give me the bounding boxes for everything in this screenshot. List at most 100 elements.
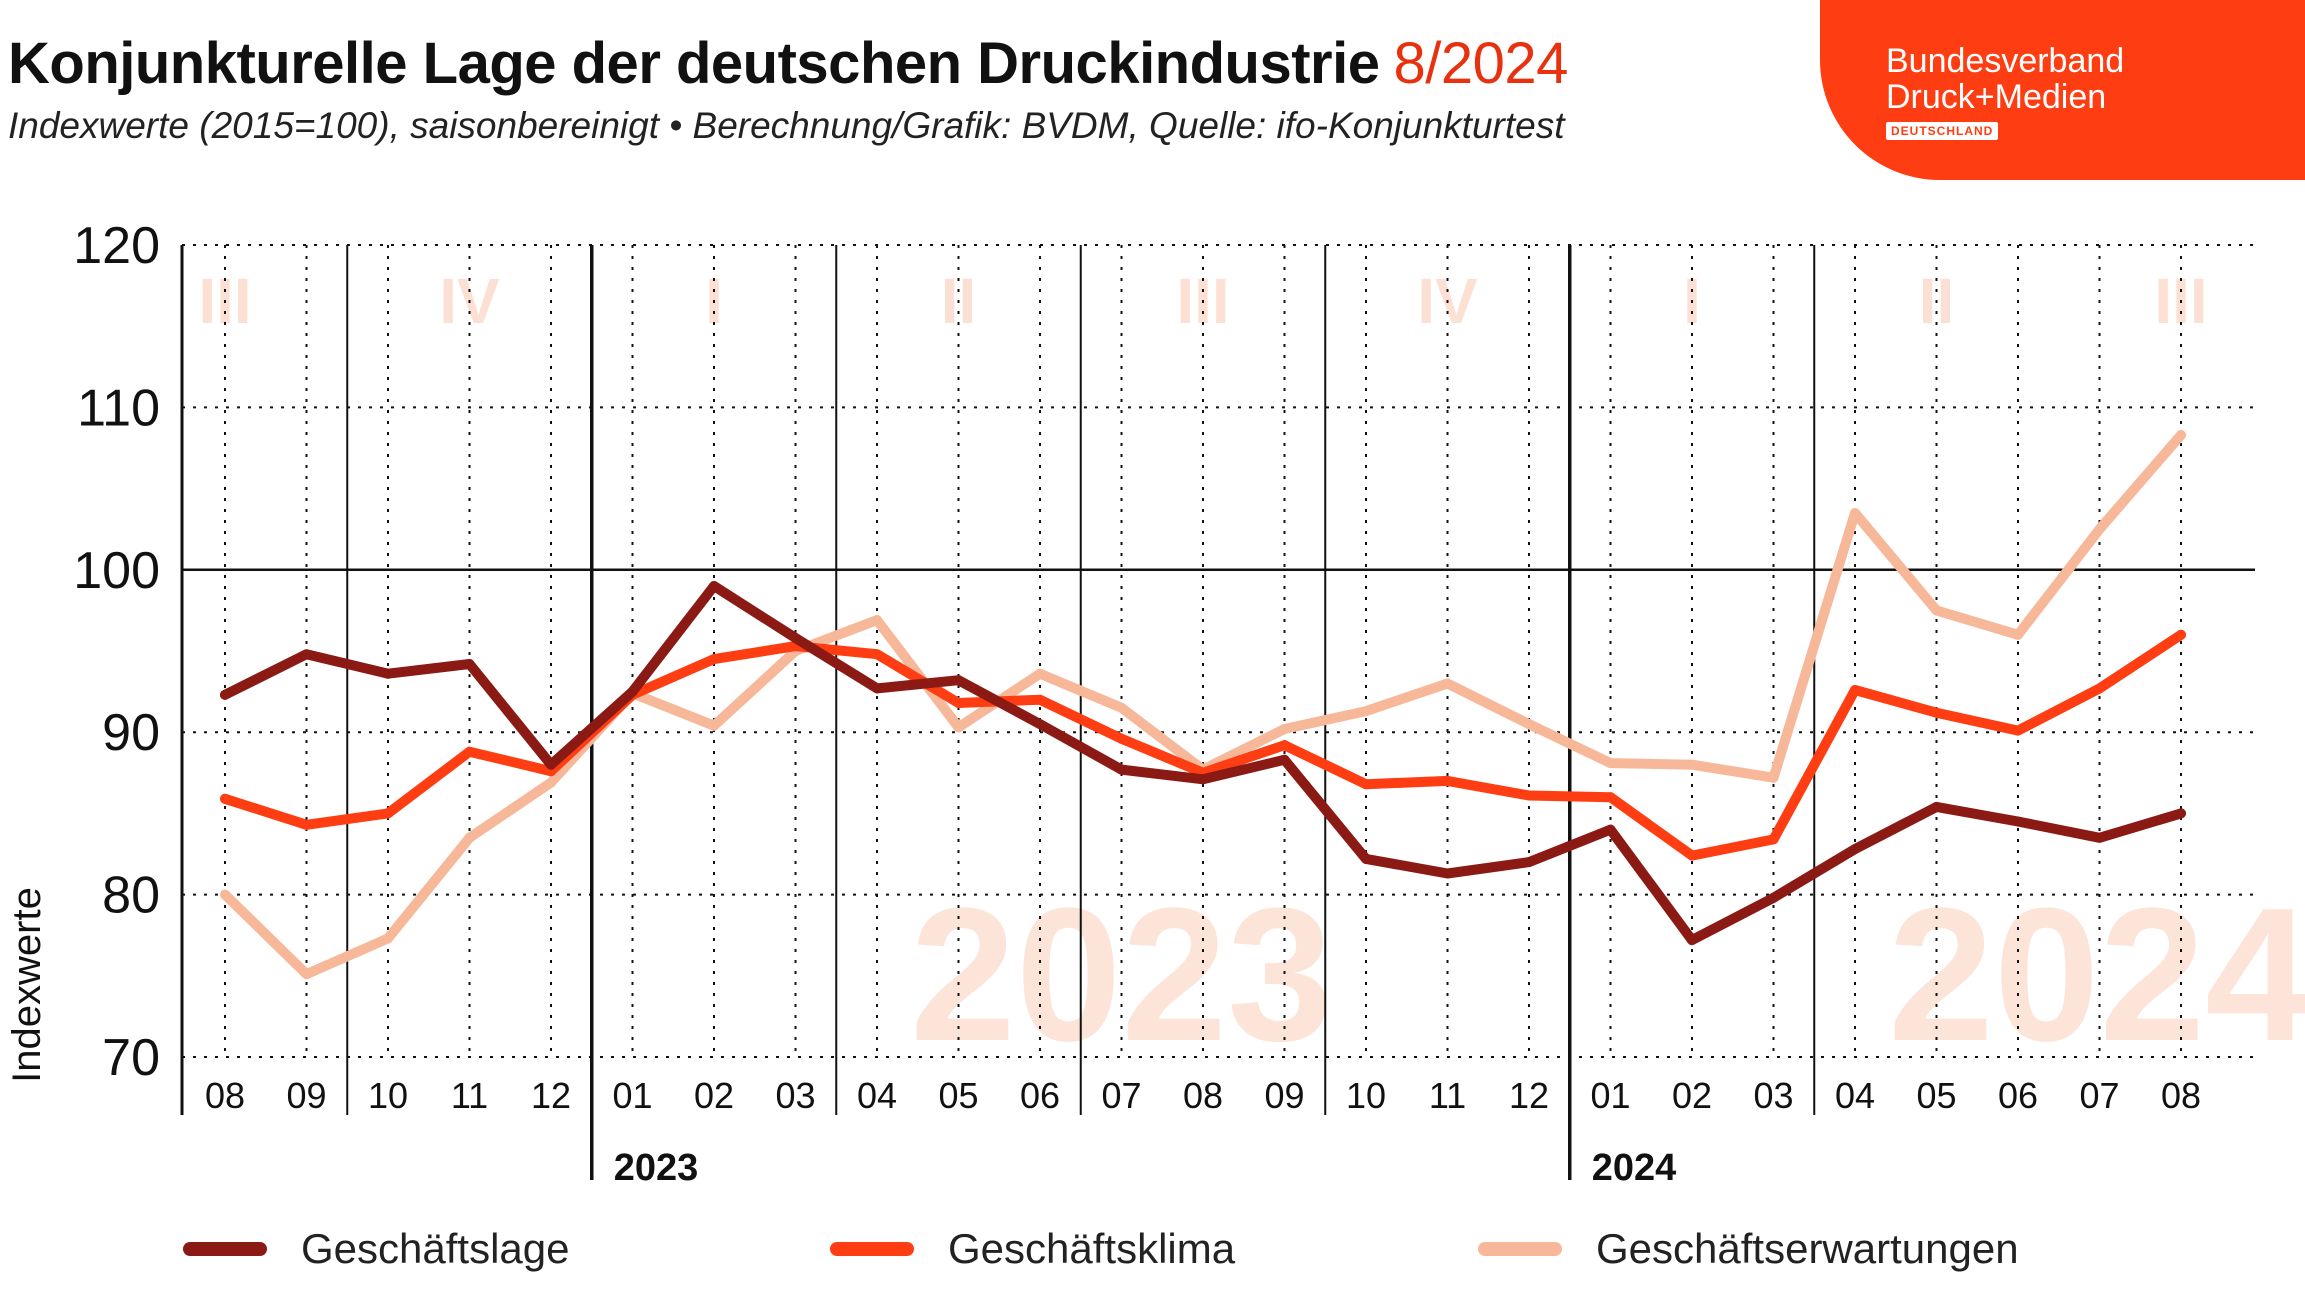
data-point	[872, 615, 882, 626]
year-watermarks: 2023 2024	[910, 869, 2305, 1081]
data-point	[2013, 816, 2023, 827]
data-point	[301, 649, 312, 660]
x-tick-label: 09	[1264, 1075, 1304, 1116]
x-tick-label: 06	[1020, 1075, 1060, 1116]
x-tick-label: 07	[1101, 1075, 1141, 1116]
data-point	[709, 581, 719, 592]
logo-line-3: DEUTSCHLAND	[1886, 122, 1999, 140]
y-axis-label: Indexwerte	[5, 887, 49, 1083]
legend-item: Geschäftsklima	[830, 1225, 1235, 1273]
y-tick-label: 80	[102, 867, 160, 925]
data-point	[1442, 775, 1453, 786]
x-tick-label: 04	[857, 1075, 897, 1116]
data-point	[1768, 834, 1779, 845]
x-tick-label: 12	[531, 1075, 571, 1116]
data-point	[1279, 740, 1290, 751]
chart-title: Konjunkturelle Lage der deutschen Drucki…	[8, 30, 1568, 97]
data-point	[709, 720, 719, 731]
x-tick-label: 05	[938, 1075, 978, 1116]
chart-grid	[182, 244, 2255, 1180]
data-point	[1931, 707, 1942, 718]
data-point	[1442, 678, 1453, 689]
x-tick-label: 06	[1998, 1075, 2038, 1116]
data-point	[709, 654, 719, 665]
data-point	[464, 746, 475, 757]
data-point	[2176, 430, 2186, 441]
legend-swatch	[830, 1242, 914, 1256]
data-point	[872, 683, 882, 694]
data-point	[1361, 779, 1371, 790]
data-point	[1361, 706, 1371, 717]
x-tick-label: 08	[2161, 1075, 2201, 1116]
x-tick-label: 10	[368, 1075, 408, 1116]
data-point	[1279, 754, 1290, 765]
legend-label: Geschäftserwartungen	[1596, 1225, 2019, 1272]
data-point	[2094, 832, 2105, 843]
logo-line-2: Druck+Medien	[1886, 78, 2107, 116]
data-point	[953, 697, 964, 708]
legend-label: Geschäftslage	[301, 1225, 570, 1272]
data-point	[1035, 668, 1045, 679]
data-point	[1524, 719, 1534, 730]
data-point	[1687, 935, 1697, 946]
data-point	[220, 689, 230, 700]
data-point	[383, 668, 393, 679]
y-tick-label: 110	[77, 379, 160, 437]
logo-line-1: Bundesverband	[1886, 42, 2125, 80]
data-point	[1116, 764, 1127, 775]
x-tick-label: 03	[775, 1075, 815, 1116]
data-point	[1524, 857, 1534, 868]
x-tick-label: 08	[1183, 1075, 1223, 1116]
series-geschäftslage	[220, 581, 2186, 946]
data-point	[1687, 759, 1697, 770]
legend: Geschäftslage Geschäftsklima Geschäftserwa…	[0, 1225, 2305, 1285]
data-point	[1116, 702, 1127, 713]
data-point	[1442, 868, 1453, 879]
legend-swatch	[1478, 1242, 1562, 1256]
x-tick-label: 01	[1590, 1075, 1630, 1116]
data-point	[464, 658, 475, 669]
x-tick-label: 04	[1835, 1075, 1875, 1116]
data-point	[1116, 733, 1127, 744]
data-point	[1035, 719, 1045, 730]
x-tick-label: 09	[286, 1075, 326, 1116]
data-point	[220, 889, 230, 900]
data-point	[1931, 801, 1942, 812]
y-tick-label: 70	[102, 1029, 160, 1087]
data-point	[220, 793, 230, 804]
data-point	[2094, 683, 2105, 694]
data-point	[1198, 774, 1208, 785]
legend-swatch	[183, 1242, 267, 1256]
legend-item: Geschäftslage	[183, 1225, 570, 1273]
data-point	[1850, 684, 1860, 695]
data-point	[2176, 629, 2186, 640]
x-tick-label: 11	[1429, 1075, 1466, 1116]
data-point	[627, 686, 638, 697]
data-point	[2094, 524, 2105, 535]
series-line	[220, 629, 2186, 861]
y-tick-label: 100	[73, 542, 160, 600]
year-label: 2024	[1592, 1147, 1677, 1189]
data-point	[546, 777, 556, 788]
data-point	[301, 819, 312, 830]
x-tick-label: 02	[694, 1075, 734, 1116]
data-point	[1687, 850, 1697, 861]
data-point	[1035, 694, 1045, 705]
x-tick-label: 10	[1346, 1075, 1386, 1116]
data-point	[1850, 507, 1860, 518]
data-point	[1850, 844, 1860, 855]
title-block: Konjunkturelle Lage der deutschen Drucki…	[8, 30, 1568, 147]
legend-item: Geschäftserwartungen	[1478, 1225, 2019, 1273]
data-point	[301, 969, 312, 980]
x-tick-label: 12	[1509, 1075, 1549, 1116]
data-point	[1279, 723, 1290, 734]
data-point	[2013, 629, 2023, 640]
x-tick-label: 08	[205, 1075, 245, 1116]
data-point	[1768, 772, 1779, 783]
data-point	[1605, 758, 1616, 769]
x-tick-label: 03	[1753, 1075, 1793, 1116]
data-point	[383, 808, 393, 819]
bvdm-logo: Bundesverband Druck+Medien DEUTSCHLAND	[1820, 0, 2305, 180]
data-point	[1605, 792, 1616, 803]
